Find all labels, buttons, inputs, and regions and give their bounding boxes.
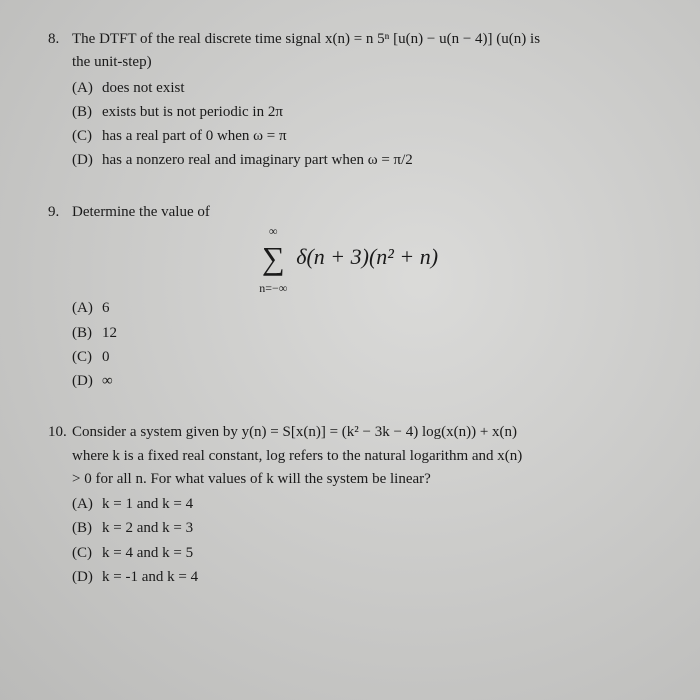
option-text: has a real part of 0 when ω = π: [102, 125, 652, 148]
option-label: (C): [72, 346, 102, 369]
option-c: (C) has a real part of 0 when ω = π: [72, 125, 652, 148]
option-a: (A) 6: [72, 297, 652, 320]
option-text: k = 2 and k = 3: [102, 517, 652, 540]
stem-line-1: The DTFT of the real discrete time signa…: [72, 31, 540, 47]
option-b: (B) exists but is not periodic in 2π: [72, 101, 652, 124]
option-text: k = -1 and k = 4: [102, 566, 652, 589]
question-8-header: 8. The DTFT of the real discrete time si…: [48, 28, 652, 51]
option-label: (A): [72, 77, 102, 100]
summation-symbol: ∞ ∑ n=−∞: [262, 234, 285, 284]
option-text: 0: [102, 346, 652, 369]
option-text: k = 1 and k = 4: [102, 493, 652, 516]
question-number: 8.: [48, 28, 72, 51]
formula-body: δ(n + 3)(n² + n): [296, 244, 438, 269]
option-text: exists but is not periodic in 2π: [102, 101, 652, 124]
stem-line-2: the unit-step): [72, 51, 652, 74]
option-text: ∞: [102, 370, 652, 393]
option-text: 6: [102, 297, 652, 320]
option-text: does not exist: [102, 77, 652, 100]
formula-block: ∞ ∑ n=−∞ δ(n + 3)(n² + n): [48, 234, 652, 284]
stem-line-1: Consider a system given by y(n) = S[x(n)…: [72, 424, 517, 440]
stem-line-3: > 0 for all n. For what values of k will…: [72, 468, 652, 491]
question-9: 9. Determine the value of ∞ ∑ n=−∞ δ(n +…: [48, 201, 652, 394]
option-label: (B): [72, 101, 102, 124]
option-b: (B) 12: [72, 322, 652, 345]
option-c: (C) k = 4 and k = 5: [72, 542, 652, 565]
question-number: 10.: [48, 421, 72, 444]
question-8-options: (A) does not exist (B) exists but is not…: [72, 77, 652, 173]
option-b: (B) k = 2 and k = 3: [72, 517, 652, 540]
question-10: 10. Consider a system given by y(n) = S[…: [48, 421, 652, 589]
question-8: 8. The DTFT of the real discrete time si…: [48, 28, 652, 173]
question-10-header: 10. Consider a system given by y(n) = S[…: [48, 421, 652, 444]
option-label: (B): [72, 517, 102, 540]
sigma-icon: ∑: [262, 240, 285, 276]
option-text: 12: [102, 322, 652, 345]
option-label: (A): [72, 297, 102, 320]
option-label: (D): [72, 370, 102, 393]
option-label: (C): [72, 125, 102, 148]
summation-upper: ∞: [269, 222, 278, 241]
question-stem: The DTFT of the real discrete time signa…: [72, 28, 652, 51]
question-stem: Consider a system given by y(n) = S[x(n)…: [72, 421, 652, 444]
option-d: (D) ∞: [72, 370, 652, 393]
question-number: 9.: [48, 201, 72, 224]
option-a: (A) k = 1 and k = 4: [72, 493, 652, 516]
question-stem: Determine the value of: [72, 201, 652, 224]
option-c: (C) 0: [72, 346, 652, 369]
option-d: (D) has a nonzero real and imaginary par…: [72, 149, 652, 172]
question-9-options: (A) 6 (B) 12 (C) 0 (D) ∞: [72, 297, 652, 393]
option-label: (C): [72, 542, 102, 565]
option-text: has a nonzero real and imaginary part wh…: [102, 149, 652, 172]
option-a: (A) does not exist: [72, 77, 652, 100]
stem-line-2: where k is a fixed real constant, log re…: [72, 445, 652, 468]
question-9-header: 9. Determine the value of: [48, 201, 652, 224]
option-d: (D) k = -1 and k = 4: [72, 566, 652, 589]
option-label: (A): [72, 493, 102, 516]
question-10-options: (A) k = 1 and k = 4 (B) k = 2 and k = 3 …: [72, 493, 652, 589]
option-label: (B): [72, 322, 102, 345]
summation-lower: n=−∞: [248, 279, 298, 298]
option-label: (D): [72, 149, 102, 172]
option-label: (D): [72, 566, 102, 589]
option-text: k = 4 and k = 5: [102, 542, 652, 565]
